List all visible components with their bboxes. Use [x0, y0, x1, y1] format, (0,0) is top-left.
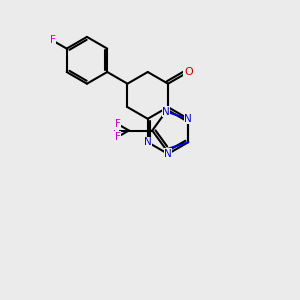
Text: F: F [50, 35, 56, 45]
Text: N: N [184, 114, 192, 124]
Text: F: F [115, 119, 121, 129]
Text: O: O [184, 67, 193, 77]
Text: N: N [144, 137, 152, 147]
Text: F: F [113, 125, 119, 136]
Text: N: N [164, 149, 172, 159]
Text: F: F [115, 132, 121, 142]
Text: N: N [162, 106, 170, 117]
